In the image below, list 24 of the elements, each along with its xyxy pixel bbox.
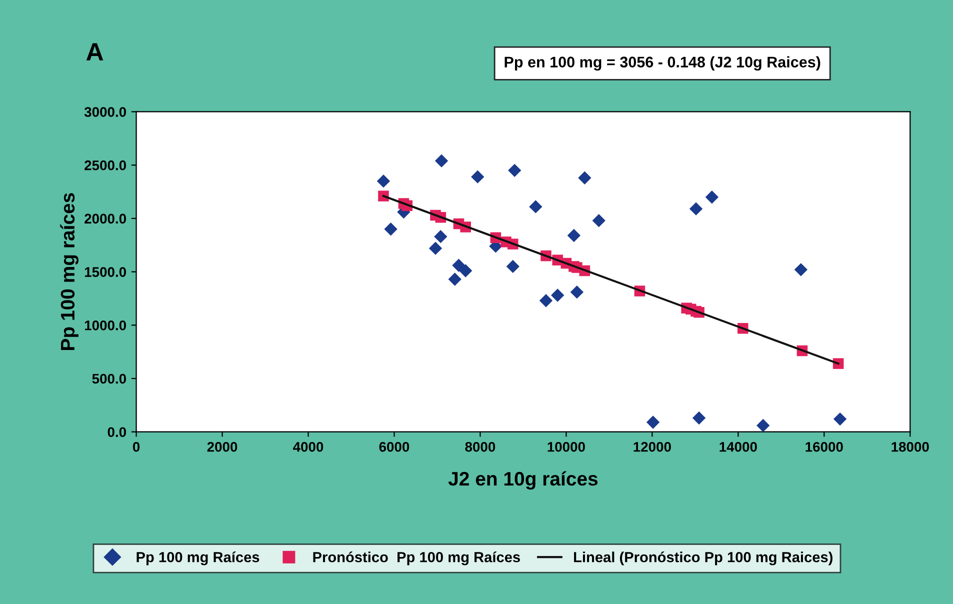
legend-label: Lineal (Pronóstico Pp 100 mg Raices): [574, 551, 832, 566]
legend-label: Pronóstico Pp 100 mg Raíces: [313, 551, 520, 566]
x-tick-label: 12000: [634, 442, 671, 452]
legend-label: Pp 100 mg Raíces: [136, 551, 260, 566]
x-tick-label: 8000: [465, 442, 496, 452]
y-axis-title: Pp 100 mg raíces: [60, 193, 79, 350]
x-tick-label: 4000: [293, 442, 324, 452]
x-tick-label: 18000: [892, 442, 929, 452]
x-tick-label: 2000: [207, 442, 238, 452]
text: Pp en 100 mg = 3056 - 0.148 (J2 10g Raices): [504, 56, 820, 71]
x-tick-label: 6000: [379, 442, 410, 452]
x-tick-label: 14000: [720, 442, 757, 452]
y-tick-label: 3000.0: [84, 107, 126, 117]
x-tick-label: 10000: [548, 442, 585, 452]
y-tick-label: 500.0: [92, 374, 126, 384]
x-tick-label: 0: [132, 442, 140, 452]
y-tick-label: 2500.0: [84, 160, 126, 170]
chart-title: A: [86, 43, 104, 60]
y-tick-label: 2000.0: [84, 214, 126, 224]
y-tick-label: 1000.0: [84, 320, 126, 330]
x-tick-label: 16000: [806, 442, 843, 452]
y-tick-label: 0.0: [108, 427, 126, 438]
y-tick-label: 1500.0: [84, 267, 126, 277]
x-axis-title: J2 en 10g raíces: [448, 471, 598, 490]
